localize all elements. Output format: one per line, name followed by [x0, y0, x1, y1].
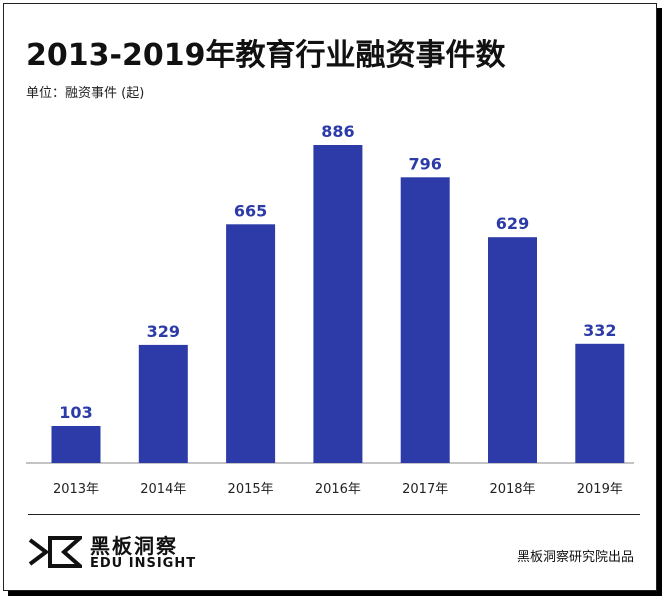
- x-tick-label-3: 2016年: [315, 482, 361, 497]
- bar-value-label-1: 329: [147, 322, 180, 341]
- x-tick-label-2: 2015年: [228, 482, 274, 497]
- x-tick-label-4: 2017年: [402, 482, 448, 497]
- bar-value-label-6: 332: [583, 321, 616, 340]
- footer-divider: [28, 514, 640, 515]
- bar-0: [51, 426, 101, 463]
- bar-4: [400, 177, 450, 464]
- credit-text: 黑板洞察研究院出品: [516, 550, 634, 565]
- bar-value-label-0: 103: [59, 403, 92, 422]
- bar-chart: 103 329 665 886 796 629 332 2013年 2014年 2015年 201…: [26, 122, 634, 497]
- bar-value-label-5: 629: [496, 214, 529, 233]
- brand-name-cn: 黑板洞察: [90, 534, 178, 558]
- bar-3: [313, 145, 363, 463]
- x-tick-label-5: 2018年: [489, 482, 535, 497]
- chart-card: 2013-2019年教育行业融资事件数 单位：融资事件 (起) 103 329 66…: [3, 3, 657, 591]
- chart-title: 2013-2019年教育行业融资事件数: [26, 38, 506, 73]
- bar-value-label-4: 796: [408, 154, 441, 173]
- bar-value-label-3: 886: [321, 122, 354, 141]
- bar-value-label-2: 665: [234, 201, 267, 220]
- brand-mark-icon: [28, 536, 82, 568]
- bar-2: [226, 224, 276, 463]
- x-tick-label-6: 2019年: [577, 482, 623, 497]
- brand-name-en: EDU INSIGHT: [90, 556, 197, 571]
- brand-logo: 黑板洞察 EDU INSIGHT: [28, 530, 198, 576]
- x-tick-label-0: 2013年: [53, 482, 99, 497]
- unit-label: 单位：融资事件 (起): [26, 86, 145, 101]
- bar-1: [138, 344, 188, 463]
- x-tick-label-1: 2014年: [140, 482, 186, 497]
- bar-5: [488, 237, 537, 463]
- bar-6: [575, 343, 625, 463]
